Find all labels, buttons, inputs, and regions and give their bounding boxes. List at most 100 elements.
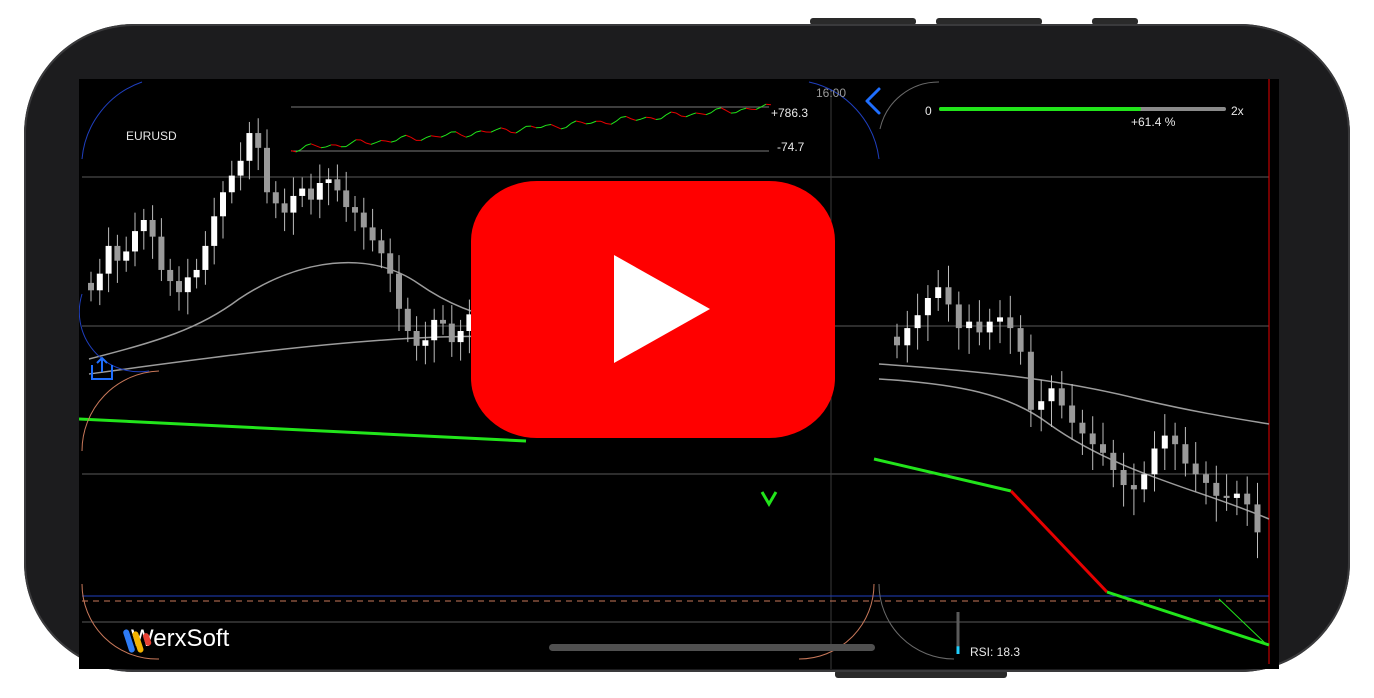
candle: [316, 183, 323, 200]
pnl-curve-segment: [765, 103, 772, 106]
candle: [1079, 422, 1086, 434]
candle: [1254, 504, 1261, 533]
candle: [986, 321, 993, 333]
pnl-curve-segment: [515, 129, 522, 134]
candle: [237, 160, 244, 176]
play-button[interactable]: [471, 181, 835, 438]
candle: [945, 287, 952, 305]
home-indicator[interactable]: [549, 644, 875, 651]
pnl-curve-segment: [465, 135, 472, 138]
pnl-curve-segment: [635, 118, 642, 121]
werxsoft-logo-icon: [123, 629, 152, 653]
candle: [1038, 401, 1045, 410]
pnl-curve-segment: [435, 136, 442, 138]
candle: [360, 212, 367, 228]
pnl-curve-segment: [550, 124, 557, 128]
candle: [184, 277, 191, 293]
pnl-curve-segment: [370, 142, 377, 145]
candle: [176, 281, 182, 293]
candle: [272, 192, 279, 204]
brand: WerxSoft: [123, 625, 229, 653]
candle: [325, 179, 332, 183]
candle: [281, 203, 288, 213]
candle: [924, 298, 931, 316]
pnl-curve-segment: [400, 134, 407, 138]
pnl-curve-segment: [655, 118, 662, 120]
pnl-curve-segment: [605, 123, 612, 125]
candle: [935, 287, 942, 298]
pnl-curve-segment: [310, 143, 317, 147]
pnl-curve-segment: [580, 121, 587, 125]
candle: [387, 253, 394, 274]
candle: [1120, 470, 1127, 486]
candle: [894, 336, 900, 346]
trendline-segment: [1106, 590, 1270, 647]
candle: [140, 220, 147, 232]
pnl-curve-segment: [470, 131, 477, 136]
pnl-curve-segment: [730, 112, 737, 114]
pnl-curve-segment: [395, 136, 402, 142]
share-icon[interactable]: [89, 355, 115, 381]
pnl-curve-segment: [725, 109, 732, 114]
pnl-curve-segment: [440, 134, 447, 138]
corner-arc: [79, 293, 150, 373]
pnl-low-label: -74.7: [777, 140, 805, 154]
candle: [404, 308, 411, 331]
pnl-curve-segment: [745, 107, 752, 110]
pnl-curve-segment: [360, 139, 367, 144]
candle: [96, 273, 103, 291]
volume-up-button: [810, 18, 916, 25]
pnl-curve-segment: [665, 111, 672, 116]
candle: [1203, 474, 1209, 483]
pnl-curve-segment: [555, 126, 562, 130]
pnl-curve-segment: [445, 131, 452, 136]
candle: [299, 188, 306, 196]
pnl-curve-segment: [325, 144, 332, 148]
side-button: [835, 670, 1007, 678]
candle: [1182, 444, 1189, 464]
chevron-left-icon[interactable]: [859, 85, 887, 117]
pnl-curve-segment: [385, 140, 392, 143]
pnl-curve-segment: [320, 146, 327, 149]
pnl-curve-segment: [305, 143, 312, 146]
candle: [202, 245, 209, 270]
pnl-curve-segment: [335, 144, 342, 148]
corner-arc: [81, 81, 143, 160]
candle: [914, 315, 921, 329]
candle: [228, 175, 235, 193]
pnl-curve-segment: [720, 107, 727, 111]
candle: [334, 179, 341, 191]
pnl-curve-segment: [670, 111, 677, 114]
pnl-curve-segment: [570, 120, 577, 124]
pnl-curve-segment: [300, 144, 307, 150]
candle: [955, 304, 962, 329]
pnl-curve-segment: [390, 140, 397, 143]
pnl-curve-segment: [685, 114, 692, 118]
candle: [1244, 493, 1251, 505]
price-chart[interactable]: [79, 79, 1279, 669]
pnl-curve-segment: [760, 103, 767, 108]
candle: [422, 340, 429, 346]
pnl-curve-segment: [575, 120, 582, 123]
pnl-curve-segment: [545, 123, 552, 126]
pnl-curve-segment: [540, 124, 547, 128]
trendline-segment: [79, 417, 527, 443]
candle: [246, 133, 253, 161]
play-icon: [614, 255, 710, 363]
candle: [308, 188, 314, 200]
pnl-curve-segment: [345, 142, 352, 148]
corner-arc: [879, 81, 940, 130]
corner-arc: [798, 583, 875, 660]
candle: [1172, 435, 1179, 445]
pnl-curve-segment: [480, 130, 487, 133]
candle: [149, 220, 156, 237]
pnl-curve-segment: [615, 116, 622, 122]
candle: [343, 190, 350, 208]
candle: [1007, 317, 1014, 329]
candle: [1089, 433, 1096, 445]
pnl-curve-segment: [590, 120, 597, 124]
pnl-curve-segment: [620, 115, 627, 118]
pnl-curve-segment: [690, 112, 697, 116]
candle: [1233, 493, 1240, 498]
candle: [290, 195, 297, 213]
